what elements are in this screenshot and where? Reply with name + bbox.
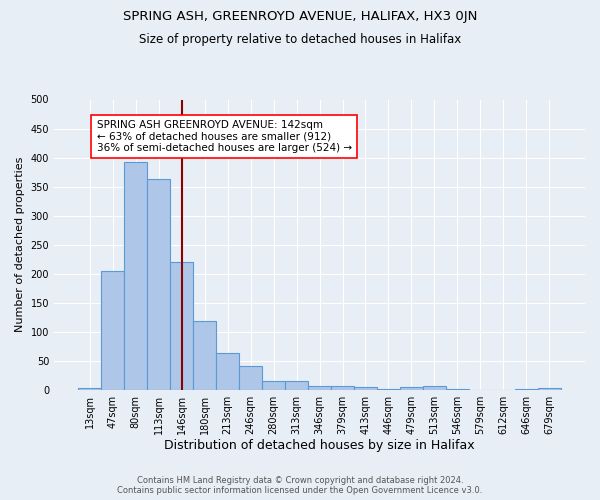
Bar	[515, 389, 538, 390]
X-axis label: Distribution of detached houses by size in Halifax: Distribution of detached houses by size …	[164, 440, 475, 452]
Bar	[124, 162, 147, 390]
Text: SPRING ASH, GREENROYD AVENUE, HALIFAX, HX3 0JN: SPRING ASH, GREENROYD AVENUE, HALIFAX, H…	[123, 10, 477, 23]
Bar	[147, 179, 170, 390]
Bar	[193, 320, 216, 390]
Text: Size of property relative to detached houses in Halifax: Size of property relative to detached ho…	[139, 32, 461, 46]
Bar	[308, 386, 331, 390]
Bar	[170, 262, 193, 390]
Y-axis label: Number of detached properties: Number of detached properties	[15, 157, 25, 332]
Bar	[446, 389, 469, 390]
Text: Contains HM Land Registry data © Crown copyright and database right 2024.
Contai: Contains HM Land Registry data © Crown c…	[118, 476, 482, 495]
Bar	[101, 270, 124, 390]
Bar	[377, 389, 400, 390]
Bar	[78, 388, 101, 390]
Bar	[216, 353, 239, 390]
Bar	[538, 388, 561, 390]
Bar	[262, 381, 285, 390]
Bar	[331, 386, 354, 390]
Text: SPRING ASH GREENROYD AVENUE: 142sqm
← 63% of detached houses are smaller (912)
3: SPRING ASH GREENROYD AVENUE: 142sqm ← 63…	[97, 120, 352, 153]
Bar	[239, 366, 262, 390]
Bar	[400, 387, 423, 390]
Bar	[285, 381, 308, 390]
Bar	[354, 387, 377, 390]
Bar	[423, 386, 446, 390]
